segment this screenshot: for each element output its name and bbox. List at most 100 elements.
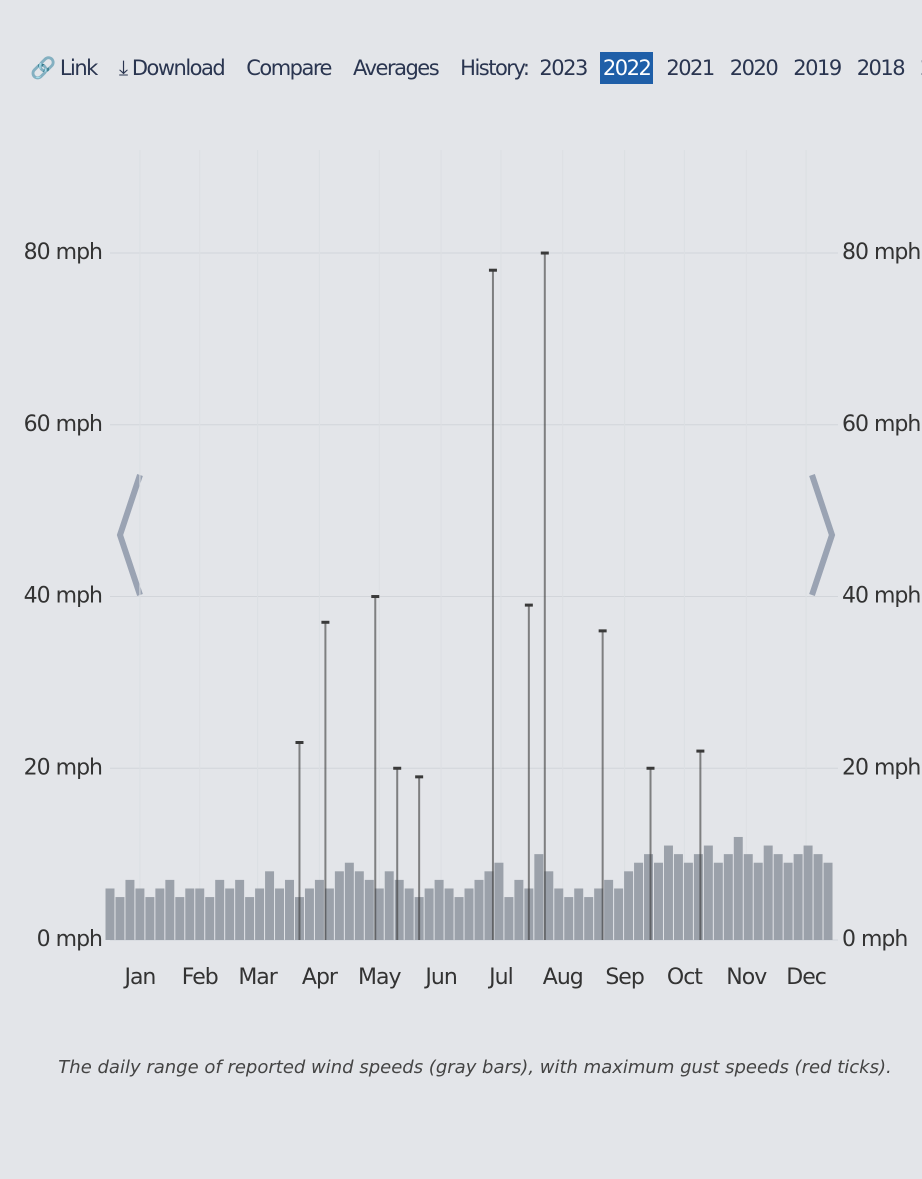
bar (444, 888, 454, 940)
bar (823, 862, 833, 940)
x-tick-label: Jan (122, 965, 155, 990)
y-tick-label: 60 mph (24, 412, 102, 437)
bar (434, 879, 444, 940)
bar (614, 888, 624, 940)
bar (205, 897, 215, 940)
bar (663, 845, 673, 940)
year-button[interactable]: 2022 (599, 52, 654, 84)
y-tick-label: 40 mph (24, 584, 102, 609)
bar (673, 854, 683, 940)
bar (265, 871, 275, 940)
bar (404, 888, 414, 940)
bar (145, 897, 155, 940)
year-button[interactable]: 2017 (917, 52, 922, 84)
bar (793, 854, 803, 940)
bar (514, 879, 524, 940)
download-button[interactable]: ⤓ Download (118, 55, 226, 80)
x-tick-label: Apr (302, 965, 339, 990)
bar (125, 879, 135, 940)
y-tick-label: 0 mph (37, 927, 102, 952)
next-arrow[interactable] (809, 474, 836, 596)
bar (494, 862, 504, 940)
averages-button[interactable]: Averages (352, 56, 440, 80)
bar (624, 871, 634, 940)
link-button[interactable]: 🔗 Link (30, 55, 99, 80)
x-tick-label: Nov (726, 965, 767, 990)
bar (424, 888, 434, 940)
bar (364, 879, 374, 940)
bar (763, 845, 773, 940)
x-tick-label: May (358, 965, 401, 990)
year-button[interactable]: 2023 (539, 56, 588, 80)
bar (105, 888, 115, 940)
x-tick-label: Aug (543, 965, 583, 990)
caption: The daily range of reported wind speeds … (58, 1057, 891, 1078)
bar (554, 888, 564, 940)
x-tick-label: Jul (487, 965, 513, 990)
bar (464, 888, 474, 940)
bar (175, 897, 185, 940)
bar (564, 897, 574, 940)
y-tick-label-right: 0 mph (842, 927, 907, 952)
bar (195, 888, 205, 940)
y-tick-label-right: 60 mph (842, 412, 920, 437)
bar (604, 879, 614, 940)
year-button[interactable]: 2021 (666, 56, 715, 80)
year-button[interactable]: 2019 (793, 56, 842, 80)
bar (374, 888, 384, 940)
bar (683, 862, 693, 940)
bar (753, 862, 763, 940)
year-list: 202320222021202020192018201720162015 (536, 52, 922, 84)
bar (454, 897, 464, 940)
x-tick-label: Dec (786, 965, 826, 990)
y-tick-label-right: 40 mph (842, 584, 920, 609)
bar (245, 897, 255, 940)
bar (654, 862, 663, 940)
bar (334, 871, 344, 940)
bar (723, 854, 733, 940)
bar (394, 879, 404, 940)
bar (474, 879, 484, 940)
bar (813, 854, 823, 940)
bar (803, 845, 813, 940)
bar (275, 888, 285, 940)
bar (235, 879, 245, 940)
bar (255, 888, 265, 940)
bar (693, 854, 703, 940)
toolbar: 🔗 Link ⤓ Download Compare Averages Histo… (30, 52, 922, 84)
bar (384, 871, 394, 940)
bar (285, 879, 294, 940)
x-tick-label: Jun (423, 965, 456, 990)
bar (504, 897, 514, 940)
bar (773, 854, 783, 940)
bar (584, 897, 594, 940)
bar (733, 836, 743, 940)
y-tick-label: 80 mph (24, 240, 102, 265)
prev-arrow[interactable] (116, 474, 143, 596)
bar (324, 888, 334, 940)
bar (783, 862, 793, 940)
bar (354, 871, 364, 940)
compare-button[interactable]: Compare (246, 56, 332, 80)
bar (574, 888, 584, 940)
bar (534, 854, 544, 940)
y-tick-label: 20 mph (24, 755, 102, 780)
bar (484, 871, 494, 940)
x-tick-label: Sep (605, 965, 644, 990)
history-label: History: (460, 56, 530, 80)
y-tick-label-right: 80 mph (842, 240, 920, 265)
bar (225, 888, 235, 940)
bar (594, 888, 604, 940)
year-button[interactable]: 2018 (856, 56, 906, 80)
bar (115, 897, 125, 940)
y-tick-label-right: 20 mph (842, 755, 920, 780)
bar (215, 879, 225, 940)
bar (314, 879, 324, 940)
x-tick-label: Feb (182, 965, 218, 990)
download-text: Download (131, 55, 226, 80)
year-button[interactable]: 2020 (729, 56, 779, 80)
link-text: Link (59, 55, 99, 80)
bar (165, 879, 175, 940)
